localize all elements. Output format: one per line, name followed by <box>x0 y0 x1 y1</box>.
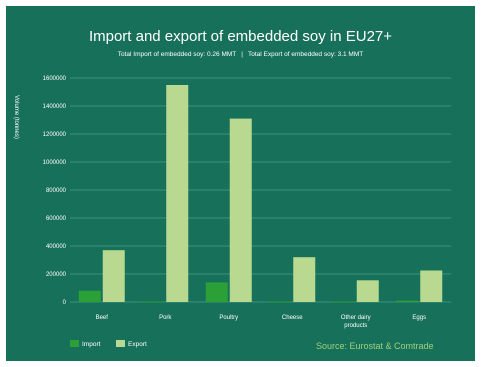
subtitle-separator: | <box>241 51 243 58</box>
source-note: Source: Eurostat & Comtrade <box>316 341 434 351</box>
x-category-label: Poultry <box>219 315 238 321</box>
y-tick-label: 1200000 <box>43 132 67 138</box>
y-tick-label: 1400000 <box>43 104 67 110</box>
export-bar <box>356 280 379 302</box>
y-tick-label: 0 <box>63 300 67 306</box>
chart-subtitle: Total Import of embedded soy: 0.26 MMT | T… <box>6 51 475 58</box>
legend-label: Export <box>128 341 147 348</box>
import-bar <box>396 300 419 302</box>
import-bar <box>142 301 165 303</box>
x-category-label: Other dairy <box>341 315 371 321</box>
export-bar <box>293 257 316 302</box>
import-bar <box>78 290 101 302</box>
legend-label: Import <box>82 341 101 348</box>
chart-title: Import and export of embedded soy in EU2… <box>88 28 393 45</box>
export-bar <box>102 250 125 302</box>
export-bar <box>229 118 252 302</box>
y-tick-label: 1600000 <box>43 76 67 82</box>
x-category-label: Cheese <box>282 315 303 321</box>
subtitle-export: Total Export of embedded soy: 3.1 MMT <box>247 51 364 58</box>
legend-swatch <box>70 340 79 347</box>
y-tick-label: 1000000 <box>43 160 67 166</box>
import-bar <box>269 301 292 303</box>
bar-chart-plot: 0 200000 400000 600000 800000 1000000 1200000 1… <box>43 76 451 348</box>
x-category-label: Eggs <box>412 315 426 321</box>
subtitle-import: Total Import of embedded soy: 0.26 MMT <box>117 51 237 58</box>
y-tick-label: 400000 <box>46 244 67 250</box>
x-category-label: Beef <box>96 315 109 321</box>
y-tick-label: 200000 <box>46 272 67 278</box>
chart-card: Import and export of embedded soy in EU2… <box>6 6 475 361</box>
x-category-label: Pork <box>159 315 172 321</box>
y-tick-label: 800000 <box>46 188 67 194</box>
y-tick-label: 600000 <box>46 216 67 222</box>
x-category-label: products <box>344 323 367 329</box>
import-bar <box>332 301 355 303</box>
export-bar <box>420 270 443 302</box>
legend-swatch <box>116 340 125 347</box>
export-bar <box>166 85 189 302</box>
import-bar <box>205 282 228 302</box>
